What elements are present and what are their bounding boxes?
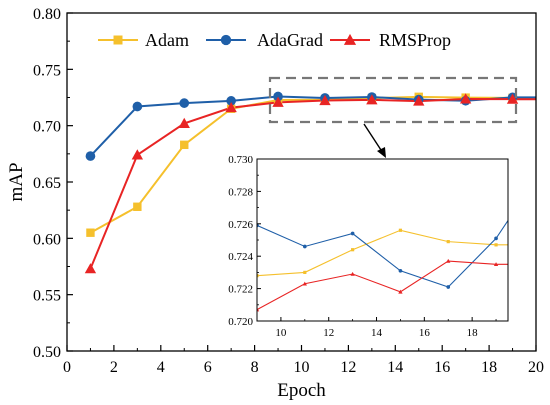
x-tick-label: 8	[251, 359, 259, 376]
y-tick-label: 0.65	[33, 175, 61, 192]
inset-x-tick-label: 14	[371, 327, 383, 339]
x-tick-label: 0	[63, 359, 71, 376]
legend-label-adam: Adam	[145, 30, 189, 50]
point-adam	[180, 140, 189, 150]
y-axis-label: mAP	[6, 162, 27, 201]
point-rmsprop	[459, 93, 472, 104]
point-rmsprop	[319, 94, 331, 106]
inset-point-adagrad	[350, 231, 355, 236]
legend: Adam AdaGrad RMSProp	[98, 30, 451, 50]
x-axis-label: Epoch	[277, 380, 326, 401]
legend-label-rmsprop: RMSProp	[379, 30, 451, 50]
legend-marker-adagrad	[220, 34, 232, 46]
x-tick-label: 16	[434, 359, 450, 376]
point-rmsprop	[84, 263, 97, 274]
inset-point-adam	[351, 248, 355, 252]
inset-point-adam	[494, 243, 498, 247]
inset-point-rmsprop	[302, 281, 307, 286]
inset-series	[257, 220, 508, 312]
inset-y-tick-label: 0.722	[228, 284, 253, 296]
legend-marker-adam	[113, 35, 123, 45]
legend-label-adagrad: AdaGrad	[257, 30, 323, 50]
inset-point-rmsprop	[350, 271, 355, 276]
x-tick-label: 14	[387, 359, 403, 376]
inset-y-tick-label: 0.726	[228, 219, 253, 231]
inset-x-tick-label: 12	[323, 327, 334, 339]
inset-point-rmsprop	[257, 307, 260, 312]
legend-marker-rmsprop	[343, 33, 357, 45]
zoom-arrow-line	[363, 123, 382, 151]
inset-point-adagrad	[446, 285, 451, 289]
inset-x-tick-label: 10	[275, 327, 287, 339]
point-adam	[86, 228, 95, 237]
inset-point-adam	[446, 240, 450, 244]
point-adagrad	[85, 151, 96, 161]
inset-point-adam	[257, 274, 259, 278]
inset-x-tick-label: 18	[467, 327, 479, 339]
inset-point-rmsprop	[493, 262, 499, 267]
y-tick-label: 0.60	[33, 231, 61, 248]
main-series	[84, 91, 536, 274]
y-tick-label: 0.70	[33, 119, 61, 136]
point-adagrad	[132, 101, 143, 112]
x-tick-label: 18	[481, 359, 497, 376]
point-rmsprop	[178, 117, 190, 128]
inset-point-adagrad	[494, 236, 498, 241]
inset-point-rmsprop	[398, 289, 403, 294]
inset-point-adagrad	[302, 244, 307, 249]
inset-point-adam	[398, 228, 403, 232]
point-rmsprop	[131, 149, 144, 160]
point-rmsprop	[225, 101, 237, 113]
point-rmsprop	[506, 93, 519, 104]
y-tick-label: 0.55	[33, 288, 61, 305]
y-tick-label: 0.75	[33, 62, 61, 79]
inset-y-tick-label: 0.720	[228, 316, 253, 328]
inset-y-tick-label: 0.724	[228, 251, 253, 263]
x-tick-label: 2	[110, 359, 118, 376]
x-tick-label: 10	[294, 359, 310, 376]
inset-y-tick-label: 0.728	[228, 186, 253, 198]
point-adagrad	[226, 96, 236, 106]
point-rmsprop	[366, 94, 378, 105]
inset-x-tick-label: 16	[419, 327, 431, 339]
x-tick-label: 4	[157, 359, 165, 376]
x-tick-label: 12	[340, 359, 356, 376]
inset-point-adam	[303, 270, 307, 274]
point-adam	[133, 202, 142, 211]
series-line-adagrad	[89, 95, 536, 157]
inset-background	[257, 159, 508, 321]
inset-point-rmsprop	[446, 258, 451, 263]
x-tick-label: 6	[204, 359, 212, 376]
y-tick-label: 0.80	[33, 6, 61, 23]
main-plot: 0 2 4 6 8 10 12 14 16 18 20 0.50 0.55 0.60 0.65 0.70 0.7…	[6, 6, 544, 401]
zoom-arrow-head	[377, 147, 386, 158]
inset-y-tick-label: 0.730	[228, 154, 253, 166]
point-rmsprop	[272, 96, 284, 107]
point-adagrad	[273, 91, 283, 102]
x-tick-label: 20	[528, 359, 544, 376]
inset-point-adagrad	[398, 268, 403, 273]
y-tick-label: 0.50	[33, 344, 61, 361]
inset-plot: 10 12 14 16 18 0.720 0.722 0.724 0.726 0.728 0.730	[228, 154, 509, 339]
point-rmsprop	[413, 95, 425, 106]
point-adagrad	[179, 98, 190, 108]
